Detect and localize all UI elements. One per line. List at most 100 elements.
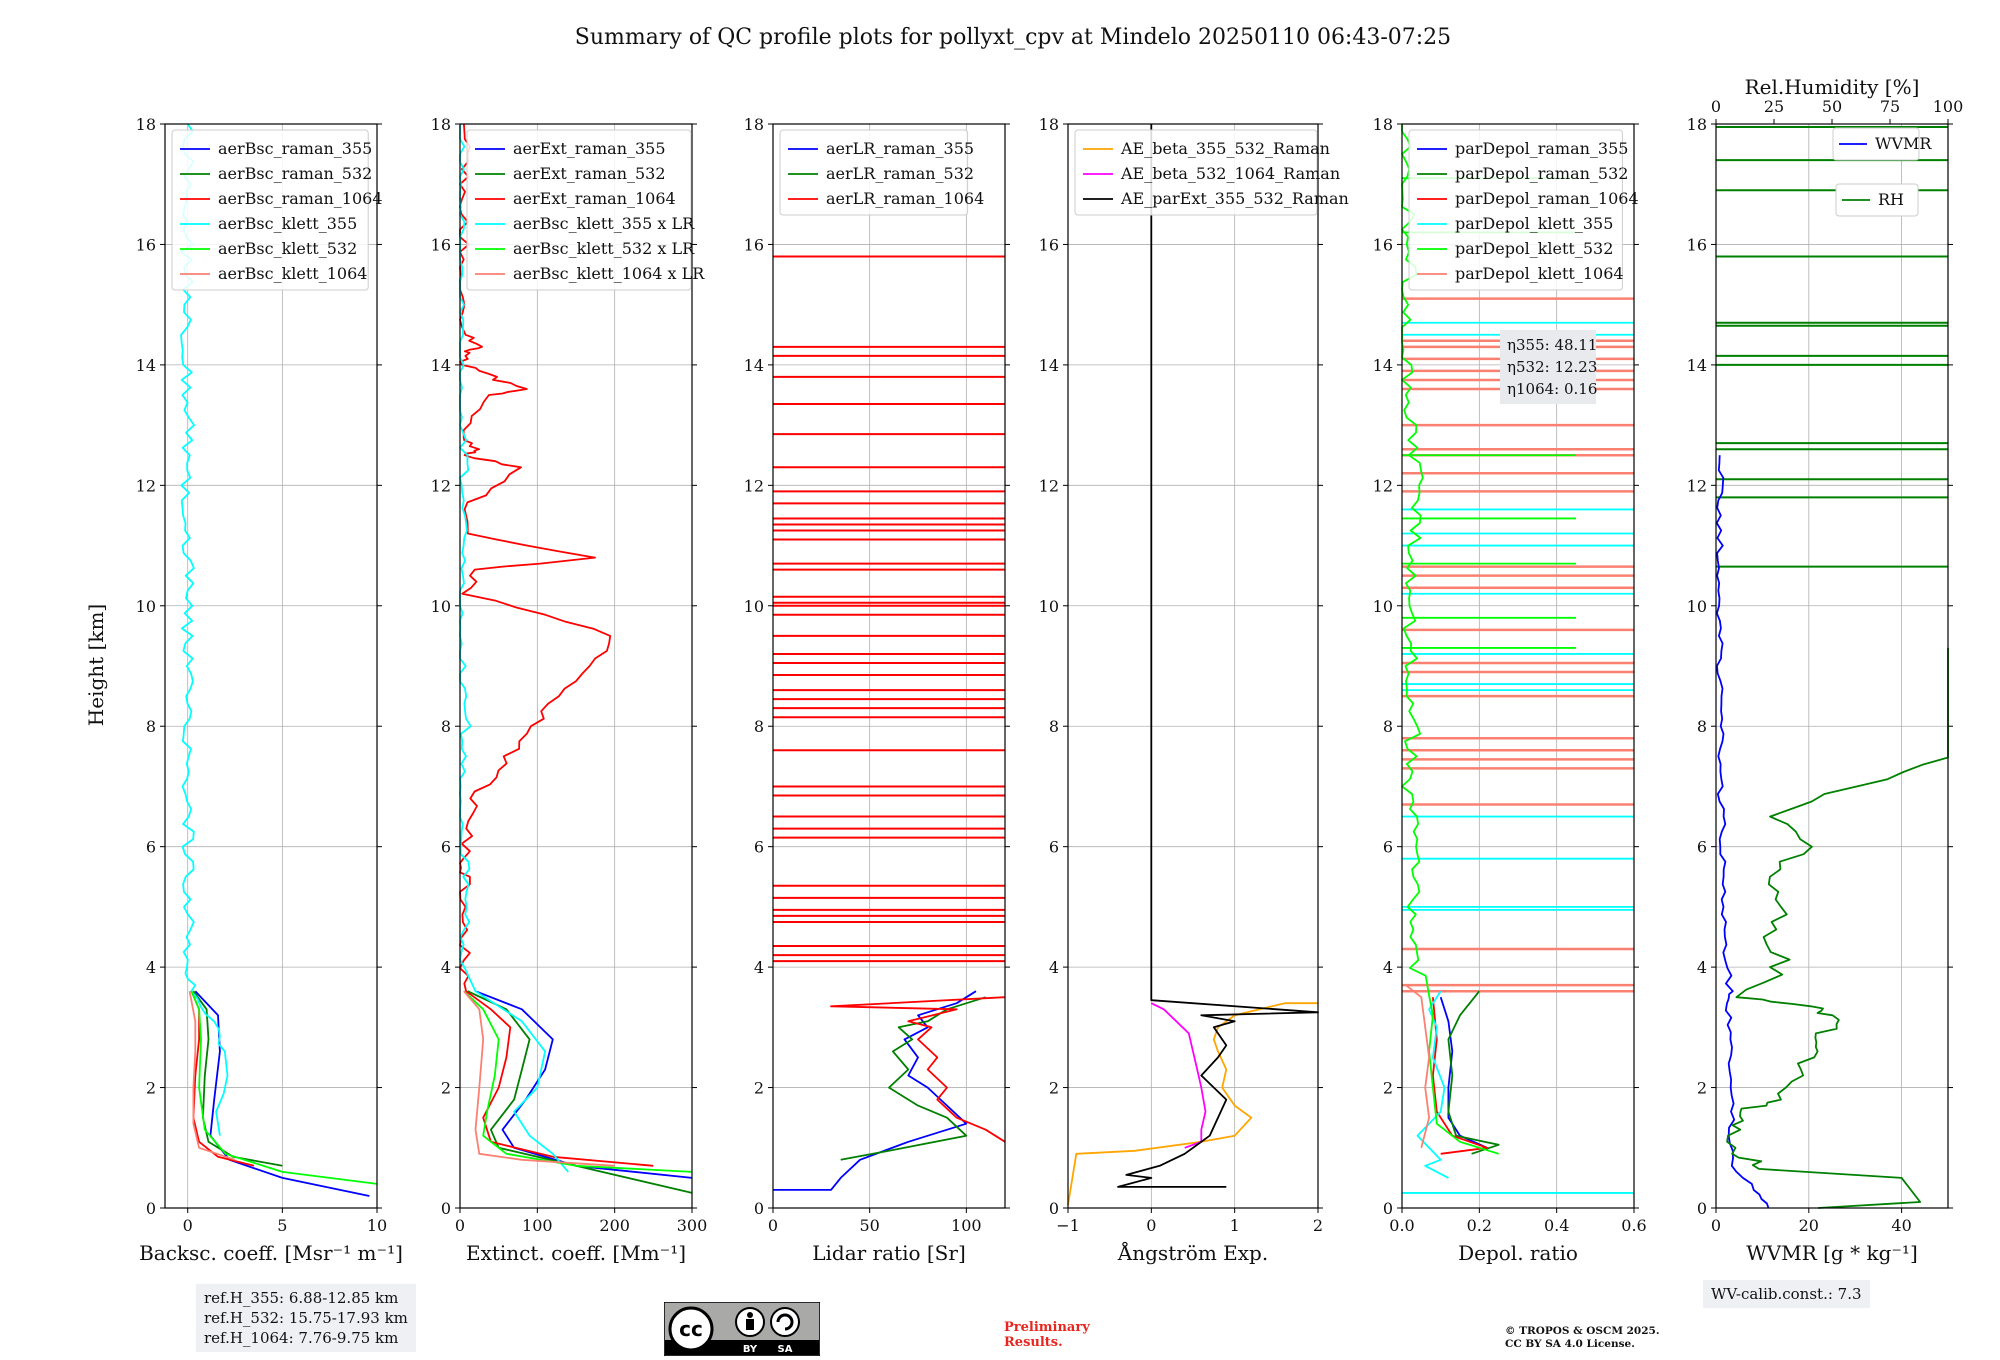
y-tick-label: 8	[754, 717, 764, 736]
panel-bsc: 0 5 10 0 2 4 6 8 10 12 14 16 18 Backsc. coeff. [Msr⁻¹…	[136, 115, 403, 1265]
legend-label: AE_parExt_355_532_Raman	[1120, 189, 1349, 208]
x-tick-label: 10	[367, 1216, 387, 1235]
copyright-line-2: CC BY SA 4.0 License.	[1505, 1338, 1635, 1350]
legend-WVMR: WVMR	[1832, 127, 1932, 161]
legend-bsc: aerBsc_raman_355 aerBsc_raman_532 aerBsc_r…	[171, 129, 383, 291]
y-tick-label: 14	[431, 356, 451, 375]
y-tick-label: 8	[1697, 717, 1707, 736]
depol-annotation: η355: 48.11 η532: 12.23 η1064: 0.16	[1500, 330, 1597, 404]
y-tick-label: 6	[146, 838, 156, 857]
y-tick-label: 18	[1373, 115, 1393, 134]
legend-label: parDepol_klett_532	[1455, 239, 1613, 258]
legend-ae: AE_beta_355_532_Raman AE_beta_532_1064_Ra…	[1074, 129, 1349, 216]
by-text: BY	[743, 1344, 758, 1355]
y-tick-label: 14	[1687, 356, 1707, 375]
preliminary-line-2: Results.	[1004, 1335, 1063, 1350]
x-tick-label: 1	[1230, 1216, 1240, 1235]
y-tick-label: 12	[136, 476, 156, 495]
axes-frame	[164, 123, 378, 1209]
legend-label: aerLR_raman_355	[826, 139, 974, 158]
y-tick-label: 4	[1697, 958, 1707, 977]
y-tick-label: 0	[1049, 1199, 1059, 1218]
y-tick-label: 12	[431, 476, 451, 495]
y-tick-label: 4	[441, 958, 451, 977]
y-tick-label: 18	[744, 115, 764, 134]
y-tick-label: 14	[1039, 356, 1059, 375]
x-tick-label: 20	[1799, 1216, 1819, 1235]
legend-label: aerExt_raman_532	[513, 164, 666, 183]
legend-ext: aerExt_raman_355 aerExt_raman_532 aerExt_r…	[466, 129, 705, 291]
series-aerLR_raman_532	[840, 996, 986, 1161]
x-tick-label: 100	[951, 1216, 982, 1235]
series-AE_parExt_355_532_Raman	[1117, 124, 1319, 1188]
series-aerLR_raman_1064	[830, 996, 1006, 1143]
cc-circle-icon	[668, 1306, 714, 1352]
y-tick-label: 14	[744, 356, 764, 375]
y-tick-label: 10	[1373, 597, 1393, 616]
legend-box	[1832, 127, 1920, 161]
x-tick-label: 300	[677, 1216, 708, 1235]
legend-label: WVMR	[1875, 134, 1932, 153]
y-tick-label: 6	[441, 838, 451, 857]
x-tick-label: 2	[1313, 1216, 1323, 1235]
series-AE_beta_532_1064_Raman	[1150, 1002, 1207, 1149]
copyright-line-1: © TROPOS & OSCM 2025.	[1505, 1325, 1660, 1337]
y-tick-label: 8	[146, 717, 156, 736]
wv-calibration-box: WV-calib.const.: 7.3	[1703, 1280, 1870, 1308]
y-tick-label: 6	[1049, 838, 1059, 857]
legend-RH: RH	[1835, 183, 1919, 217]
y-tick-label: 18	[136, 115, 156, 134]
y-tick-label: 4	[754, 958, 764, 977]
y-tick-label: 6	[754, 838, 764, 857]
y-tick-label: 0	[146, 1199, 156, 1218]
panel-lr: 0 50 100 0 2 4 6 8 10 12 14 16 18 Lidar ratio [Sr] aer…	[744, 115, 1010, 1265]
x-tick-label: 0.2	[1467, 1216, 1492, 1235]
legend-label: parDepol_klett_1064	[1455, 264, 1624, 283]
axes-frame	[1067, 123, 1319, 1209]
figure-title: Summary of QC profile plots for pollyxt_…	[575, 25, 1451, 50]
legend-box	[1074, 129, 1318, 216]
series-aerBsc_klett_1064	[188, 991, 236, 1161]
top-x-tick-label: 100	[1933, 97, 1964, 116]
axes-frame	[772, 123, 1006, 1209]
y-tick-label: 0	[1697, 1199, 1707, 1218]
legend-box	[1835, 183, 1919, 217]
y-tick-label: 16	[1373, 235, 1393, 254]
y-tick-label: 16	[136, 235, 156, 254]
y-tick-label: 2	[1383, 1079, 1393, 1098]
x-tick-label: 5	[277, 1216, 287, 1235]
axes-frame	[1715, 123, 1949, 1209]
x-tick-label: 0	[1146, 1216, 1156, 1235]
legend-label: aerBsc_klett_532 x LR	[513, 239, 695, 258]
preliminary-line-1: Preliminary	[1004, 1320, 1090, 1335]
y-tick-label: 4	[1049, 958, 1059, 977]
y-tick-label: 2	[441, 1079, 451, 1098]
series-parDepol_raman_355	[1439, 996, 1488, 1149]
top-x-tick-label: 0	[1711, 97, 1721, 116]
y-tick-label: 2	[1697, 1079, 1707, 1098]
legend-label: parDepol_raman_532	[1455, 164, 1628, 183]
annotation-line: η355: 48.11	[1507, 336, 1597, 354]
annotation-box	[1500, 330, 1596, 404]
series-aerBsc_klett_532	[190, 990, 378, 1185]
y-tick-label: 12	[1039, 476, 1059, 495]
legend-label: aerBsc_klett_532	[218, 239, 357, 258]
legend-box	[1408, 129, 1623, 291]
x-axis-label: Lidar ratio [Sr]	[812, 1241, 966, 1265]
x-tick-label: 0.6	[1621, 1216, 1646, 1235]
y-tick-label: 10	[744, 597, 764, 616]
cc-license-badge: cc BY SA	[664, 1302, 820, 1356]
y-tick-label: 18	[1039, 115, 1059, 134]
y-axis-label: Height [km]	[84, 604, 108, 726]
top-x-tick-label: 25	[1764, 97, 1784, 116]
legend-box	[779, 129, 969, 216]
share-alike-icon	[770, 1307, 800, 1337]
preliminary-note: Preliminary Results.	[1004, 1320, 1090, 1350]
y-tick-label: 12	[744, 476, 764, 495]
y-tick-label: 8	[441, 717, 451, 736]
y-tick-label: 10	[136, 597, 156, 616]
legend-depol: parDepol_raman_355 parDepol_raman_532 parD…	[1408, 129, 1639, 291]
legend-label: aerLR_raman_1064	[826, 189, 984, 208]
series-aerBsc_klett_355 x LR	[459, 124, 569, 1173]
